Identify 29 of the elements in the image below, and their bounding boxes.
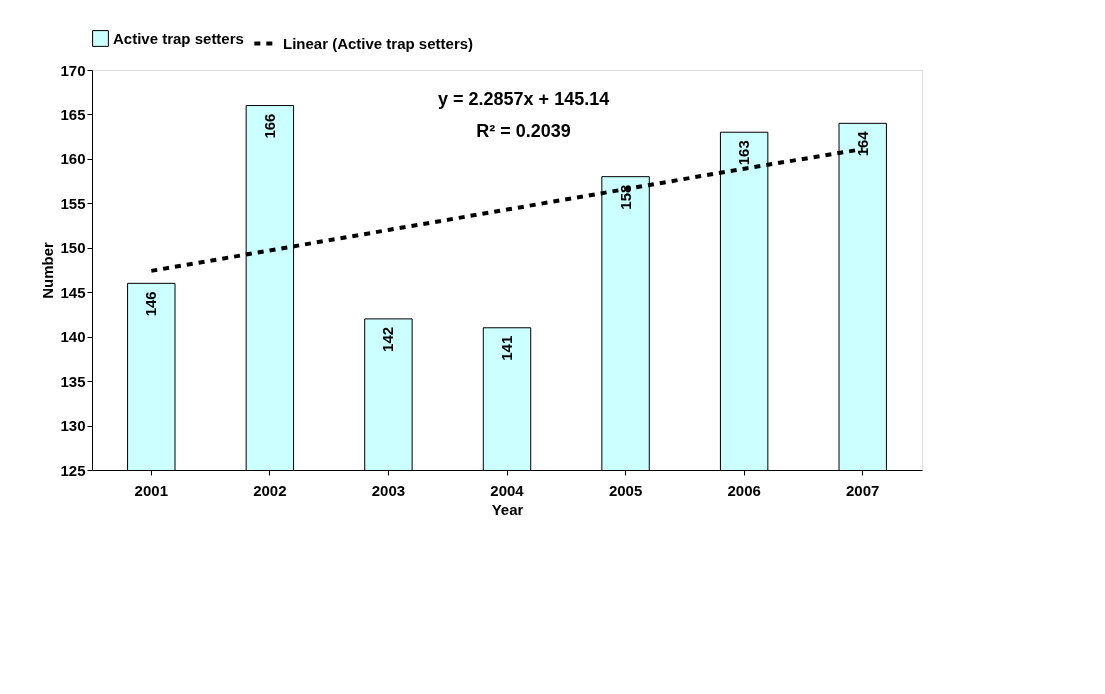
y-tick-label: 135 [60,372,86,390]
y-tick-label: 170 [60,61,86,79]
legend-label: Linear (Active trap setters) [283,34,474,52]
x-tick-label: 2004 [490,481,525,499]
x-tick-label: 2005 [608,481,643,499]
y-tick-label: 125 [60,461,86,479]
x-axis-title: Year [491,500,524,518]
x-tick-label: 2006 [727,481,761,499]
y-tick-label: 155 [60,194,86,212]
data-label: 164 [853,130,871,157]
data-label: 166 [260,113,278,139]
y-tick-label: 150 [60,239,86,257]
y-tick-label: 140 [60,328,86,346]
legend-label: Active trap setters [113,29,244,47]
data-label: 141 [498,335,515,361]
y-tick-label: 160 [60,150,86,168]
y-tick-label: 165 [60,105,86,123]
y-axis-title: Number [39,242,57,299]
annotation: R² = 0.2039 [476,121,571,141]
annotation: y = 2.2857x + 145.14 [438,89,610,109]
data-label: 163 [735,140,753,166]
x-tick-label: 2003 [371,481,406,499]
y-tick-label: 145 [60,283,86,301]
y-tick-label: 130 [60,417,86,435]
x-tick-label: 2001 [134,481,168,499]
data-label: 142 [379,326,397,352]
x-tick-label: 2007 [846,481,880,499]
x-tick-label: 2002 [253,481,287,499]
data-label: 146 [142,291,160,317]
